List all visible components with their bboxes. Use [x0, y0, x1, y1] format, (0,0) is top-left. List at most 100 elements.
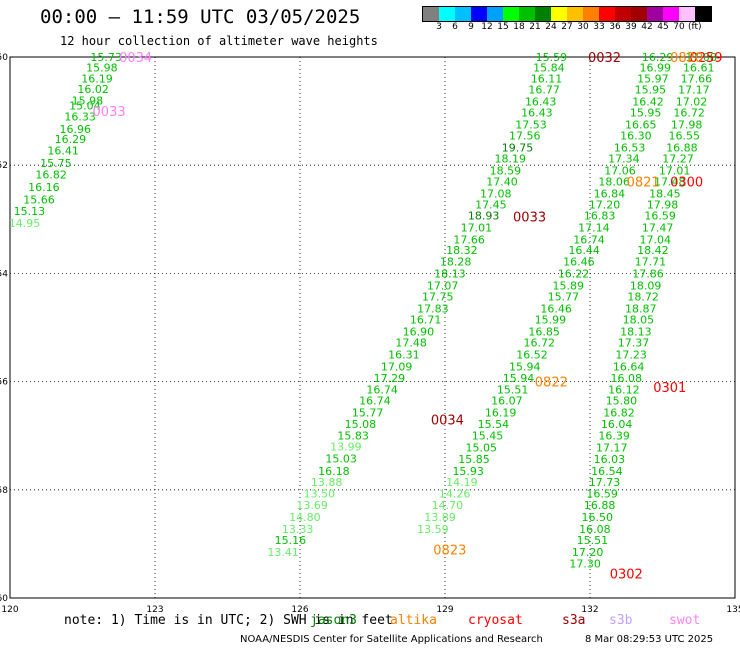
color-swatch: [535, 7, 551, 21]
wave-height-value: 16.96: [60, 123, 92, 136]
color-swatch: [471, 7, 487, 21]
wave-height-value: 15.98: [86, 61, 118, 74]
wave-height-value: 16.71: [410, 313, 442, 326]
wave-height-value: 16.29: [55, 133, 87, 146]
wave-height-value: 15.94: [503, 372, 535, 385]
color-swatch: [615, 7, 631, 21]
wave-height-value: 18.13: [434, 267, 466, 280]
wave-height-value: 17.45: [475, 199, 507, 212]
wave-height-value: 16.64: [613, 360, 645, 373]
legend-item-jason3: jason3: [310, 613, 357, 628]
wave-height-value: 17.34: [608, 153, 640, 166]
wave-height-value: 16.83: [584, 210, 616, 223]
wave-height-value: 17.14: [578, 221, 610, 234]
y-tick-label: -58: [0, 486, 8, 496]
color-scale-labels: 3 6 9 12 15 18 21 24 27 30 33 36 39 42 45 70 (ft): [422, 22, 740, 34]
color-scale-tick-label: 9: [468, 22, 474, 32]
wave-height-value: 16.59: [644, 210, 676, 223]
wave-height-value: 15.08: [345, 418, 377, 431]
wave-height-value: 14.19: [446, 476, 478, 489]
wave-height-value: 16.43: [521, 107, 553, 120]
color-swatch: [455, 7, 471, 21]
color-scale-tick-label: 21: [529, 22, 541, 32]
footnote: note: 1) Time is in UTC; 2) SWH is in fe…: [64, 613, 393, 628]
wave-height-value: 15.66: [23, 193, 55, 206]
wave-height-value: 16.22: [558, 267, 590, 280]
wave-height-value: 17.98: [671, 119, 703, 132]
x-tick-label: 135: [726, 605, 740, 615]
y-tick-label: -60: [0, 594, 8, 604]
wave-height-value: 13.33: [282, 523, 314, 536]
color-swatch: [663, 7, 679, 21]
wave-height-value: 13.89: [424, 511, 456, 524]
wave-height-value: 15.84: [533, 61, 565, 74]
wave-height-value: 19.75: [502, 141, 534, 154]
wave-height-value: 18.42: [637, 244, 669, 257]
y-tick-label: -50: [0, 53, 8, 63]
wave-height-value: 16.12: [608, 384, 640, 397]
wave-height-value: 17.20: [572, 546, 604, 559]
wave-height-value: 17.08: [685, 51, 717, 64]
pass-time-label: 0302: [610, 568, 643, 583]
wave-height-value: 16.08: [579, 523, 611, 536]
wave-height-value: 16.04: [601, 418, 633, 431]
wave-height-value: 16.84: [594, 187, 626, 200]
color-swatch: [503, 7, 519, 21]
wave-height-value: 16.19: [81, 73, 113, 86]
pass-time-label: 0822: [535, 376, 568, 391]
wave-height-value: 16.18: [318, 465, 350, 478]
wave-height-value: 15.73: [90, 51, 122, 64]
wave-height-value: 17.01: [461, 221, 493, 234]
color-swatch: [551, 7, 567, 21]
wave-height-value: 15.95: [630, 107, 662, 120]
wave-height-value: 17.47: [642, 221, 674, 234]
color-swatch: [695, 7, 711, 21]
pass-time-label: 0033: [93, 105, 126, 120]
wave-height-value: 15.83: [337, 430, 369, 443]
pass-time-label: 0820: [670, 51, 703, 66]
wave-height-value: 14.95: [9, 217, 41, 230]
color-swatch: [519, 7, 535, 21]
wave-height-value: 15.04: [69, 100, 101, 113]
wave-height-value: 18.87: [625, 303, 657, 316]
legend-item-s3b: s3b: [609, 613, 633, 628]
wave-height-value: 16.43: [525, 95, 557, 108]
wave-height-value: 17.53: [515, 119, 547, 132]
wave-height-value: 17.01: [659, 165, 691, 178]
pass-time-label: 0032: [588, 51, 621, 66]
color-swatch: [679, 7, 695, 21]
wave-height-value: 17.08: [480, 187, 512, 200]
chart-title: 00:00 – 11:59 UTC 03/05/2025: [40, 6, 361, 28]
wave-height-value: 18.13: [620, 325, 652, 338]
wave-height-value: 17.17: [678, 83, 710, 96]
wave-height-value: 15.16: [275, 534, 307, 547]
wave-height-value: 16.11: [531, 73, 563, 86]
chart-subtitle: 12 hour collection of altimeter wave hei…: [60, 34, 378, 48]
pass-time-label: 0034: [431, 413, 464, 428]
wave-height-value: 17.20: [589, 199, 621, 212]
wave-height-value: 17.48: [395, 337, 427, 350]
wave-height-value: 16.46: [563, 255, 595, 268]
wave-height-value: 17.73: [589, 476, 621, 489]
wave-height-value: 16.82: [603, 406, 635, 419]
wave-height-value: 15.59: [536, 51, 568, 64]
wave-height-value: 13.69: [296, 499, 328, 512]
wave-height-value: 16.52: [516, 349, 548, 362]
wave-height-value: 16.55: [669, 129, 701, 142]
wave-height-value: 15.99: [535, 313, 567, 326]
wave-height-value: 15.45: [472, 430, 504, 443]
wave-height-value: 15.03: [325, 452, 357, 465]
color-scale-tick-label: 18: [513, 22, 525, 32]
wave-height-value: 16.33: [64, 111, 96, 124]
color-scale-tick-label: 12: [481, 22, 493, 32]
wave-height-value: 18.09: [630, 279, 662, 292]
wave-height-value: 17.37: [618, 337, 650, 350]
wave-height-value: 15.95: [635, 83, 667, 96]
wave-height-value: 18.28: [440, 255, 472, 268]
x-tick-label: 132: [581, 605, 598, 615]
wave-height-value: 18.05: [623, 313, 655, 326]
wave-height-value: 13.59: [417, 523, 449, 536]
wave-height-value: 16.41: [47, 145, 79, 158]
footer-timestamp: 8 Mar 08:29:53 UTC 2025: [585, 634, 714, 645]
wave-height-value: 16.03: [594, 453, 626, 466]
